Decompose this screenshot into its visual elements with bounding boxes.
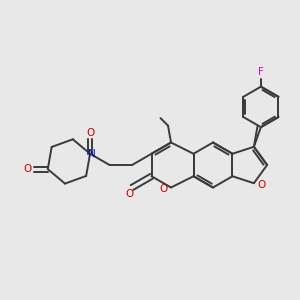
Text: N: N: [88, 149, 95, 159]
Text: F: F: [258, 67, 264, 77]
Text: O: O: [125, 189, 133, 199]
Text: O: O: [257, 180, 266, 190]
Text: O: O: [23, 164, 32, 174]
Text: O: O: [159, 184, 168, 194]
Text: O: O: [86, 128, 94, 137]
